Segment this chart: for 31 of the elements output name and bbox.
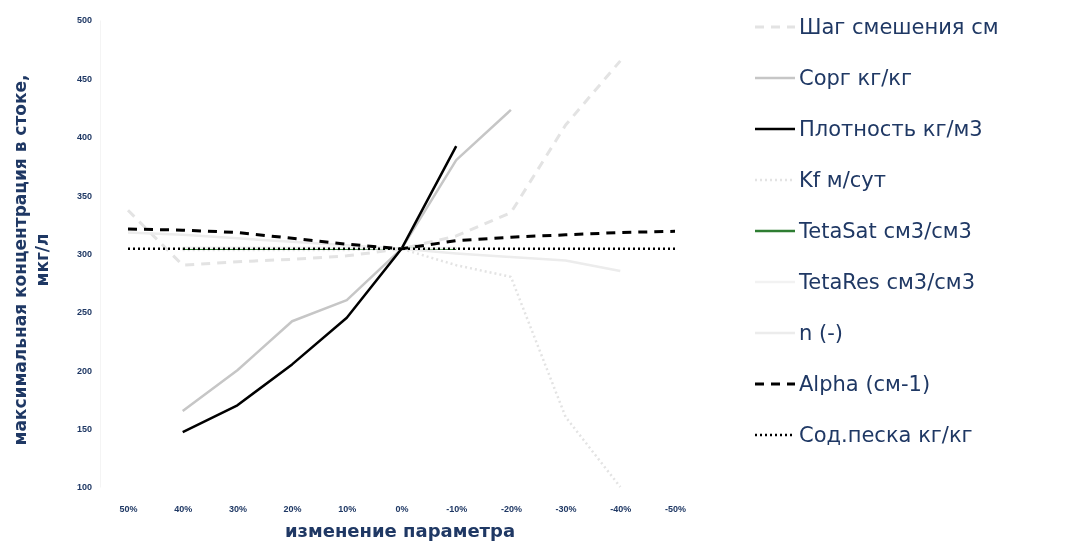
- legend-label: Сод.песка кг/кг: [799, 423, 973, 448]
- y-tick-label: 400: [76, 132, 92, 143]
- x-tick-label: 20%: [283, 504, 302, 515]
- y-tick-label: 150: [76, 424, 92, 435]
- y-tick-label: 500: [76, 15, 92, 26]
- x-tick-label: 0%: [395, 504, 409, 515]
- legend-label: Шаг смешения см: [799, 15, 999, 40]
- legend-label: Kf м/сут: [799, 168, 886, 193]
- x-tick-label: 40%: [174, 504, 193, 515]
- y-tick-label: 100: [76, 482, 92, 493]
- legend-label: TetaSat см3/см3: [798, 219, 972, 244]
- legend-label: TetaRes см3/см3: [798, 270, 976, 295]
- y-tick-label: 250: [76, 307, 92, 318]
- x-tick-label: -30%: [555, 504, 577, 515]
- y-tick-label: 300: [76, 248, 92, 259]
- legend-label: Плотность кг/м3: [799, 117, 983, 142]
- y-axis-title: максимальная концентрация в стоке, мкг/л: [10, 74, 52, 446]
- x-tick-label: 10%: [338, 504, 357, 515]
- x-tick-label: -10%: [446, 504, 468, 515]
- x-tick-label: 30%: [228, 504, 247, 515]
- x-tick-label: -40%: [610, 504, 632, 515]
- y-tick-label: 200: [76, 365, 92, 376]
- legend-label: Сорг кг/кг: [799, 66, 913, 91]
- y-tick-label: 350: [76, 190, 92, 201]
- x-tick-label: -50%: [664, 504, 687, 515]
- x-axis-title: изменение параметра: [284, 520, 516, 541]
- y-tick-label: 450: [76, 73, 92, 84]
- x-tick-label: -20%: [500, 504, 522, 515]
- x-tick-label: 50%: [119, 504, 138, 515]
- legend-label: n (-): [799, 321, 843, 346]
- legend-label: Alpha (см-1): [799, 372, 931, 397]
